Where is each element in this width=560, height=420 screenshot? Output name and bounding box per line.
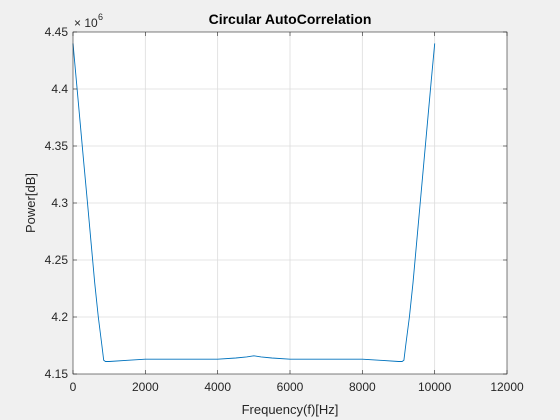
- y-tick-label: 4.2: [51, 310, 68, 324]
- x-tick-labels: 0 2000 4000 6000 8000 10000 12000: [70, 380, 524, 394]
- y-tick-label: 4.15: [45, 367, 69, 381]
- y-tick-label: 4.35: [45, 139, 69, 153]
- chart-title: Circular AutoCorrelation: [209, 11, 372, 27]
- y-tick-label: 4.25: [45, 253, 69, 267]
- x-tick-label: 0: [70, 380, 77, 394]
- series-group: [72, 43, 436, 362]
- y-tick-label: 4.3: [51, 196, 68, 210]
- x-tick-label: 6000: [277, 380, 304, 394]
- y-exponent-base: × 10: [74, 16, 98, 30]
- x-tick-label: 4000: [204, 380, 231, 394]
- y-exponent: × 10 6: [74, 12, 103, 30]
- y-exponent-power: 6: [98, 12, 103, 22]
- y-tick-labels: 4.15 4.2 4.25 4.3 4.35 4.4 4.45: [45, 25, 69, 381]
- x-tick-label: 8000: [349, 380, 376, 394]
- y-axis-label: Power[dB]: [23, 173, 38, 233]
- x-axis-label: Frequency(f)[Hz]: [242, 402, 339, 417]
- x-tick-label: 10000: [418, 380, 452, 394]
- x-tick-label: 12000: [490, 380, 524, 394]
- y-tick-label: 4.4: [51, 82, 68, 96]
- grid-lines: [73, 32, 507, 374]
- y-tick-label: 4.45: [45, 25, 69, 39]
- x-tick-label: 2000: [132, 380, 159, 394]
- series-line: [72, 43, 436, 362]
- tick-marks: [72, 31, 508, 375]
